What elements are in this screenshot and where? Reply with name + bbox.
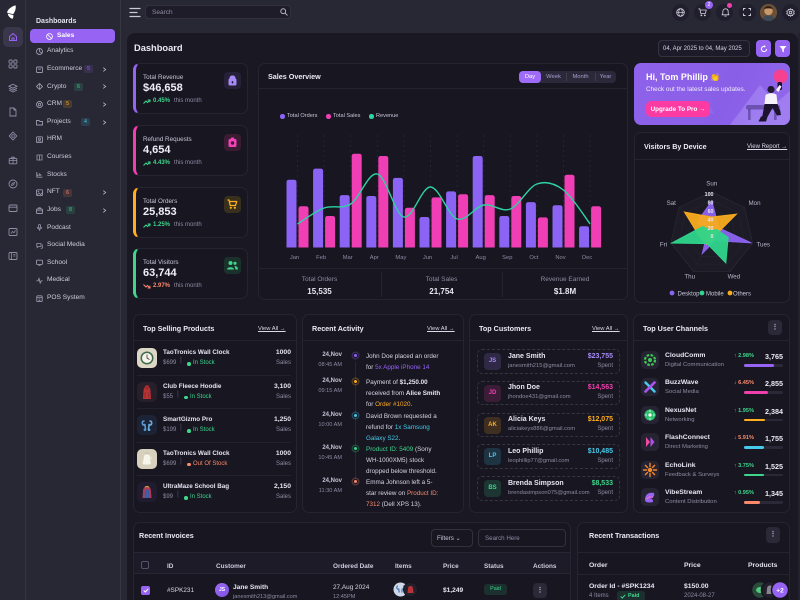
svg-text:Jan: Jan bbox=[290, 255, 299, 261]
svg-text:20: 20 bbox=[708, 226, 714, 232]
svg-text:Sun: Sun bbox=[706, 181, 718, 188]
svg-text:May: May bbox=[395, 255, 406, 261]
svg-text:+2: +2 bbox=[776, 588, 784, 595]
svg-text:Mar: Mar bbox=[343, 255, 353, 261]
svg-text:Feb: Feb bbox=[316, 255, 326, 261]
svg-text:60: 60 bbox=[708, 209, 714, 215]
svg-text:Desktop: Desktop bbox=[678, 291, 701, 297]
svg-text:Fri: Fri bbox=[660, 242, 667, 249]
svg-text:Wed: Wed bbox=[728, 274, 741, 281]
svg-text:Jul: Jul bbox=[450, 255, 457, 261]
svg-text:Apr: Apr bbox=[370, 255, 379, 261]
svg-text:100: 100 bbox=[705, 192, 714, 198]
svg-text:Dec: Dec bbox=[582, 255, 592, 261]
svg-text:Thu: Thu bbox=[684, 274, 695, 281]
svg-text:Sat: Sat bbox=[667, 200, 677, 207]
svg-text:Mobile: Mobile bbox=[706, 291, 724, 297]
svg-text:Jun: Jun bbox=[423, 255, 432, 261]
svg-text:80: 80 bbox=[708, 201, 714, 207]
svg-text:Others: Others bbox=[733, 291, 751, 297]
svg-text:40: 40 bbox=[708, 217, 714, 223]
svg-text:Nov: Nov bbox=[555, 255, 565, 261]
svg-text:Oct: Oct bbox=[529, 255, 538, 261]
svg-text:0: 0 bbox=[711, 234, 714, 240]
svg-text:Mon: Mon bbox=[749, 200, 762, 207]
svg-text:Tues: Tues bbox=[757, 242, 771, 249]
svg-text:Sep: Sep bbox=[502, 255, 512, 261]
svg-text:Aug: Aug bbox=[476, 255, 486, 261]
